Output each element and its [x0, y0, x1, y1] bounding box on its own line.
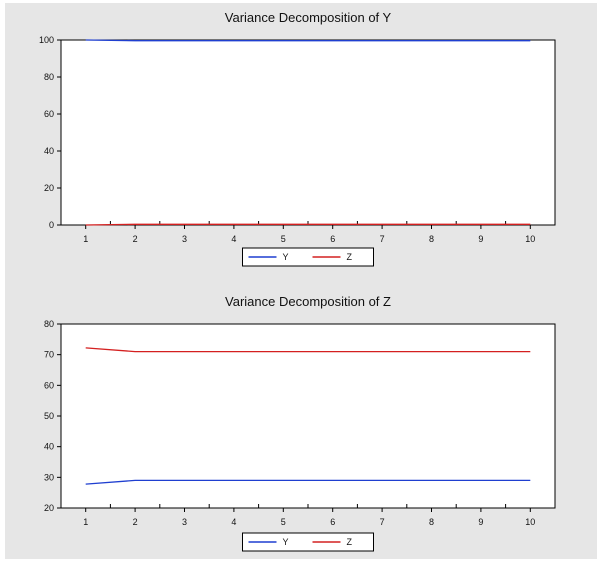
x-tick-label: 8 [429, 517, 434, 527]
y-tick-label: 20 [44, 503, 54, 513]
x-tick-label: 2 [133, 234, 138, 244]
x-tick-label: 6 [330, 517, 335, 527]
legend-label-z: Z [347, 252, 353, 262]
y-tick-label: 50 [44, 411, 54, 421]
x-tick-label: 9 [478, 234, 483, 244]
legend-box [242, 532, 374, 552]
y-tick-label: 0 [49, 220, 54, 230]
x-tick-label: 5 [281, 517, 286, 527]
chart-canvas: Variance Decomposition of Y 0 20 40 60 80 100 1… [39, 10, 556, 552]
legend-label-y: Y [283, 252, 289, 262]
x-tick-label: 4 [231, 517, 236, 527]
y-tick-label: 40 [44, 442, 54, 452]
series-line-z [85, 223, 531, 226]
series-line-z [85, 347, 531, 353]
y-tick-label: 40 [44, 146, 54, 156]
legend-label-z: Z [347, 537, 353, 547]
x-tick-label: 1 [83, 517, 88, 527]
x-tick-label: 2 [133, 517, 138, 527]
x-tick-label: 6 [330, 234, 335, 244]
chart-panel: Variance Decomposition of Y 0 20 40 60 80 100 1… [5, 3, 597, 559]
chart-2: Variance Decomposition of Z 20 30 40 50 60 70 8… [44, 294, 556, 552]
chart-title: Variance Decomposition of Z [225, 294, 391, 309]
chart-title: Variance Decomposition of Y [225, 10, 392, 25]
x-tick-label: 3 [182, 517, 187, 527]
y-tick-label: 20 [44, 183, 54, 193]
y-tick-label: 80 [44, 72, 54, 82]
legend-box [242, 247, 374, 267]
x-tick-label: 7 [380, 234, 385, 244]
y-tick-label: 80 [44, 319, 54, 329]
y-tick-label: 60 [44, 109, 54, 119]
series-line-y [85, 39, 531, 42]
x-tick-label: 10 [525, 517, 535, 527]
x-tick-label: 9 [478, 517, 483, 527]
plot-area [60, 39, 556, 226]
chart-1: Variance Decomposition of Y 0 20 40 60 80 100 1… [39, 10, 556, 267]
x-tick-label: 10 [525, 234, 535, 244]
y-tick-label: 70 [44, 350, 54, 360]
x-tick-label: 3 [182, 234, 187, 244]
legend-label-y: Y [283, 537, 289, 547]
x-tick-label: 1 [83, 234, 88, 244]
series-line-y [85, 479, 531, 485]
plot-area [60, 323, 556, 509]
x-tick-label: 5 [281, 234, 286, 244]
y-tick-label: 100 [39, 35, 54, 45]
y-tick-label: 30 [44, 472, 54, 482]
x-tick-label: 7 [380, 517, 385, 527]
x-tick-label: 8 [429, 234, 434, 244]
y-tick-label: 60 [44, 380, 54, 390]
x-tick-label: 4 [231, 234, 236, 244]
